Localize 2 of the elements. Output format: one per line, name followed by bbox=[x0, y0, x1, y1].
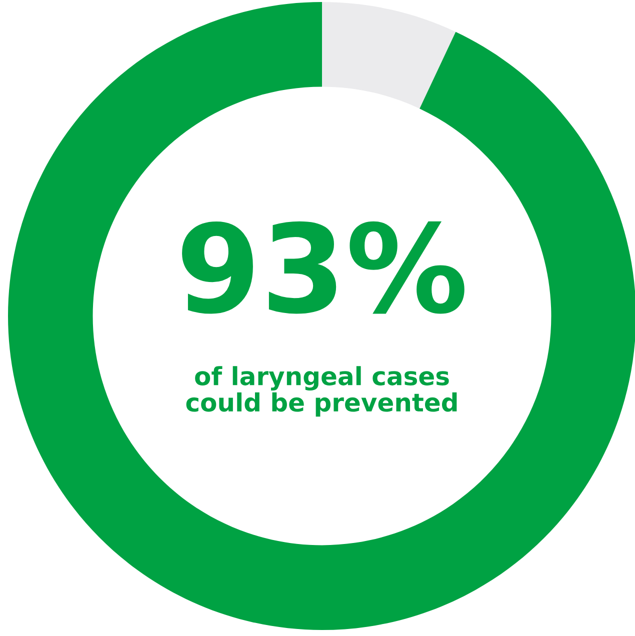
text: of laryngeal cases could be prevented bbox=[186, 366, 457, 417]
data-label: 93% bbox=[182, 221, 464, 314]
